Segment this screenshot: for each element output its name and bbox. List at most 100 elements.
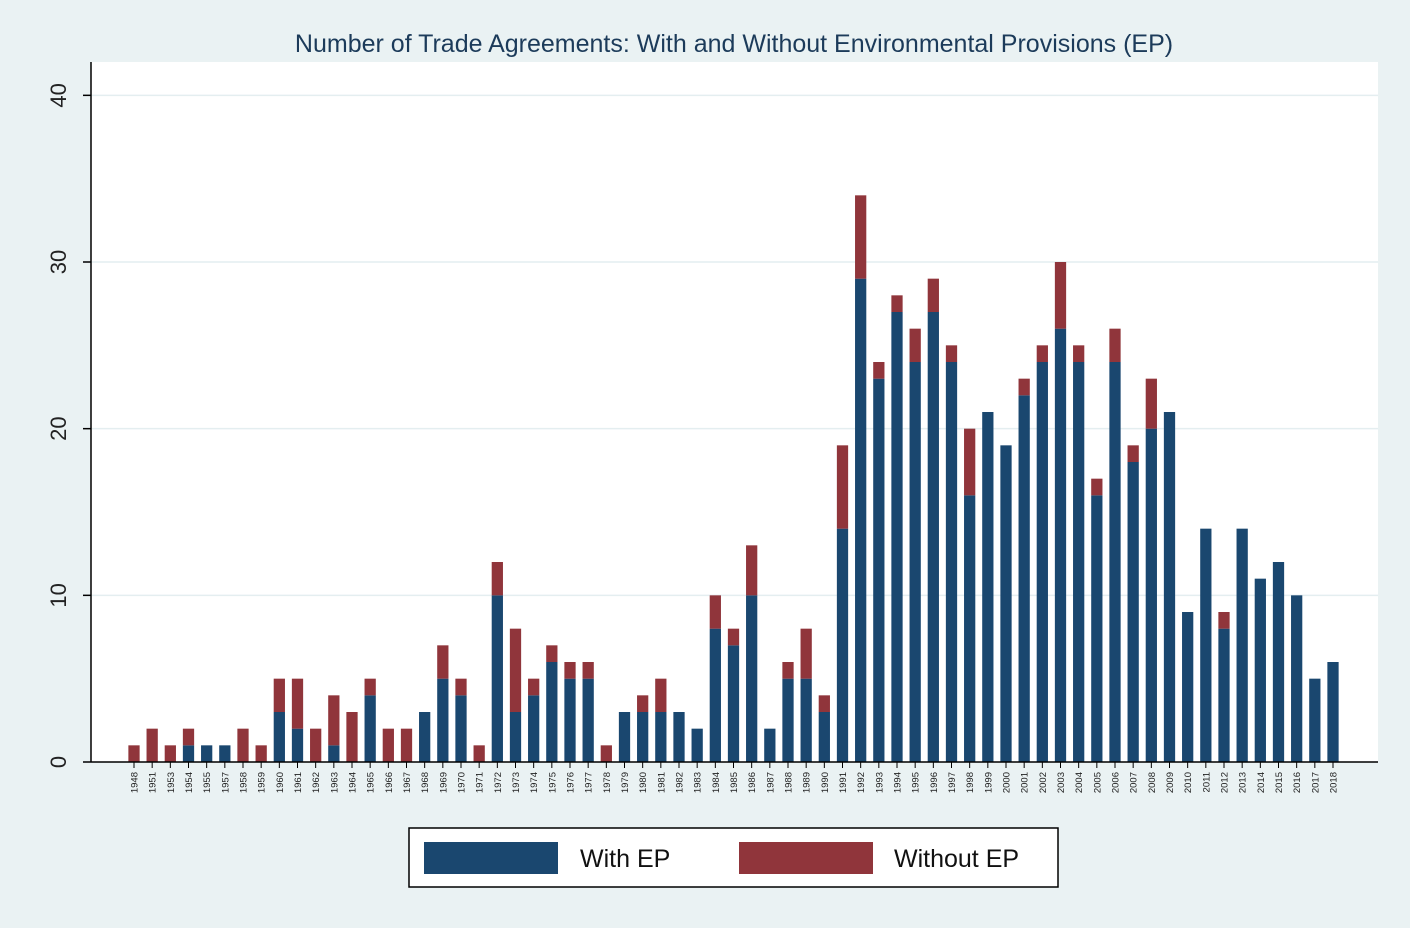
x-tick-label: 2007 <box>1129 772 1140 793</box>
x-tick-label: 2002 <box>1038 772 1049 793</box>
x-tick-label: 1959 <box>257 772 268 793</box>
x-tick-label: 1969 <box>438 772 449 793</box>
bar-without-ep-2002 <box>1036 345 1048 362</box>
x-tick-label: 1964 <box>348 772 359 793</box>
x-tick-label: 2013 <box>1238 772 1249 793</box>
legend: With EP Without EP <box>408 827 1059 888</box>
bar-without-ep-1988 <box>782 662 794 679</box>
gridlines <box>91 94 1378 597</box>
x-tick-label: 2004 <box>1074 772 1085 793</box>
x-tick-label: 2008 <box>1147 772 1158 793</box>
bar-with-ep-1991 <box>836 528 849 762</box>
x-tick-label: 2010 <box>1183 772 1194 793</box>
y-tick-label: 10 <box>46 583 71 607</box>
x-tick-label: 2014 <box>1256 772 1267 793</box>
bar-without-ep-1972 <box>491 562 503 596</box>
bar-with-ep-1976 <box>564 678 576 762</box>
bar-without-ep-1990 <box>818 695 830 712</box>
bar-with-ep-1973 <box>509 712 522 762</box>
bar-without-ep-1991 <box>836 445 849 529</box>
bar-with-ep-1980 <box>637 712 649 762</box>
x-tick-label: 1979 <box>620 772 631 793</box>
x-tick-label: 1980 <box>638 772 649 793</box>
bar-with-ep-2004 <box>1073 362 1085 762</box>
bar-with-ep-2015 <box>1272 562 1285 762</box>
x-tick-label: 2018 <box>1329 772 1340 793</box>
x-tick-label: 1991 <box>838 772 849 793</box>
bar-with-ep-1985 <box>727 645 740 762</box>
bar-with-ep-2013 <box>1236 528 1248 762</box>
bar-with-ep-1997 <box>945 362 958 762</box>
bar-with-ep-1970 <box>455 695 467 762</box>
x-tick-label: 1953 <box>166 772 177 793</box>
legend-box <box>408 827 1059 888</box>
bar-with-ep-1996 <box>927 312 939 762</box>
bar-without-ep-1964 <box>346 712 358 762</box>
bar-with-ep-2012 <box>1218 628 1230 762</box>
legend-swatch-without-ep <box>739 842 873 874</box>
bar-with-ep-1969 <box>437 678 449 762</box>
legend-label-without-ep: Without EP <box>894 845 1019 873</box>
bar-with-ep-1981 <box>655 712 667 762</box>
x-tick-label: 1973 <box>511 772 522 793</box>
bars <box>128 195 1339 762</box>
bar-without-ep-1995 <box>909 328 921 362</box>
bar-with-ep-1987 <box>764 728 776 762</box>
bar-without-ep-2001 <box>1018 378 1030 396</box>
y-tick-label: 30 <box>46 250 71 274</box>
x-tick-label: 2015 <box>1274 772 1285 793</box>
bar-without-ep-2003 <box>1054 262 1067 329</box>
bar-with-ep-2017 <box>1309 678 1321 762</box>
x-tick-label: 1958 <box>239 772 250 793</box>
bar-with-ep-1972 <box>491 595 503 762</box>
bar-with-ep-1988 <box>782 678 794 762</box>
bar-without-ep-1981 <box>655 678 667 712</box>
x-tick-label: 1989 <box>802 772 813 793</box>
bar-with-ep-2018 <box>1327 662 1339 762</box>
bar-without-ep-1977 <box>582 662 594 679</box>
bar-with-ep-1968 <box>419 712 431 762</box>
bar-with-ep-1992 <box>855 278 867 762</box>
bar-with-ep-2002 <box>1036 362 1048 762</box>
bar-with-ep-2011 <box>1200 528 1212 762</box>
x-tick-label: 1993 <box>874 772 885 793</box>
bar-without-ep-1951 <box>146 728 158 762</box>
x-tick-label: 2003 <box>1056 772 1067 793</box>
bar-with-ep-1998 <box>964 495 976 762</box>
x-tick-label: 1954 <box>184 772 195 793</box>
bar-without-ep-1974 <box>528 678 540 696</box>
bar-without-ep-1948 <box>128 745 140 762</box>
bar-with-ep-2008 <box>1145 428 1157 762</box>
x-tick-label: 1984 <box>711 772 722 793</box>
x-tick-label: 1971 <box>475 772 486 793</box>
bar-with-ep-1963 <box>328 745 340 762</box>
bar-with-ep-2003 <box>1054 328 1067 762</box>
x-tick-label: 1988 <box>784 772 795 793</box>
bar-without-ep-1965 <box>364 678 376 696</box>
chart-title: Number of Trade Agreements: With and Wit… <box>295 30 1173 58</box>
y-tick-label: 0 <box>46 756 71 768</box>
bar-with-ep-2006 <box>1109 362 1121 762</box>
x-tick-label: 1960 <box>275 772 286 793</box>
x-tick-label: 1974 <box>529 772 540 793</box>
bar-without-ep-1985 <box>727 628 740 646</box>
x-tick-label: 1999 <box>983 772 994 793</box>
x-tick-label: 2012 <box>1220 772 1231 793</box>
x-tick-label: 2005 <box>1092 772 1103 793</box>
bar-without-ep-1998 <box>964 428 976 496</box>
bar-with-ep-1977 <box>582 678 594 762</box>
x-tick-label: 1948 <box>130 772 141 793</box>
x-tick-label: 1985 <box>729 772 740 793</box>
x-tick-label: 1983 <box>693 772 704 793</box>
x-tick-label: 1961 <box>293 772 304 793</box>
bar-without-ep-1958 <box>237 728 249 762</box>
legend-label-with-ep: With EP <box>580 845 670 873</box>
x-tick-label: 1967 <box>402 772 413 793</box>
bar-with-ep-1955 <box>201 745 213 762</box>
bar-without-ep-1961 <box>291 678 304 729</box>
x-tick-label: 1990 <box>820 772 831 793</box>
bar-without-ep-1973 <box>509 628 522 712</box>
bar-with-ep-2005 <box>1091 495 1103 762</box>
bar-without-ep-1992 <box>855 195 867 279</box>
bar-without-ep-2006 <box>1109 328 1121 362</box>
